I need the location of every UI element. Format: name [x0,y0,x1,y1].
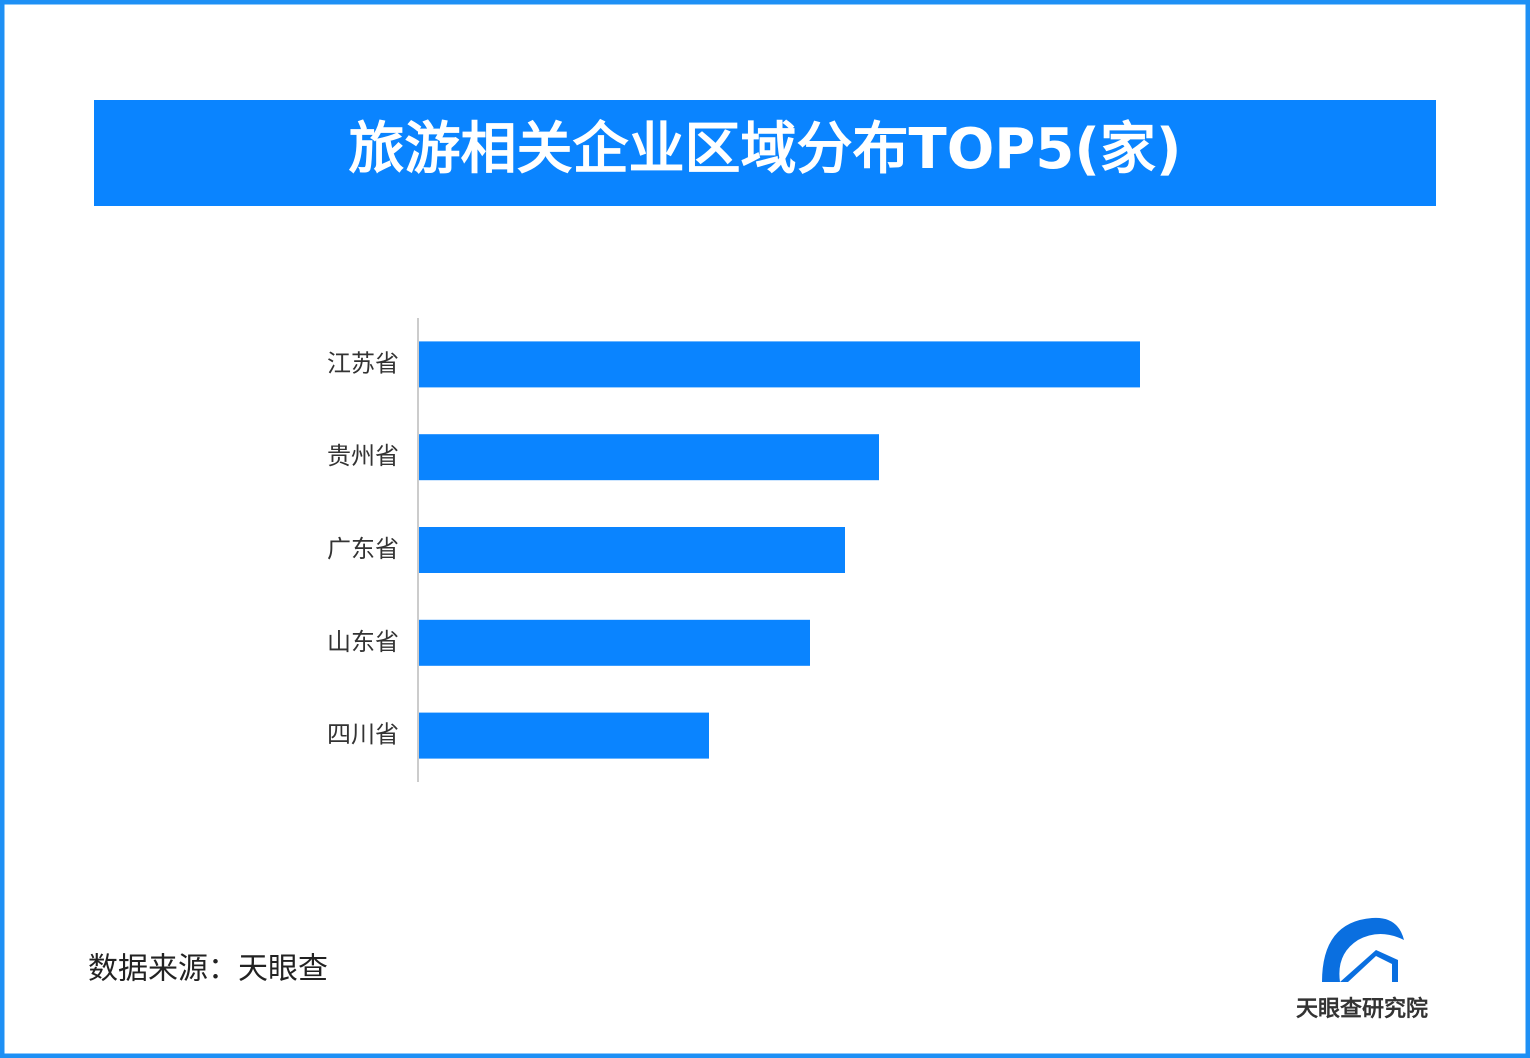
bar [419,712,709,759]
title-banner [94,100,1436,206]
chart-title: 旅游相关企业区域分布TOP5(家) [349,117,1182,182]
y-tick-label: 山东省 [327,628,399,656]
y-tick-label: 贵州省 [327,442,399,470]
brand-label: 天眼查研究院 [1296,996,1428,1022]
y-tick-label: 江苏省 [327,349,399,377]
bar [419,341,1140,388]
y-tick-label: 广东省 [327,535,399,563]
bar [419,434,879,481]
logo [1322,917,1404,982]
y-tick-label: 四川省 [327,721,399,749]
bar [419,527,845,573]
source-note: 数据来源：天眼查 [88,952,328,987]
bar [419,619,810,666]
